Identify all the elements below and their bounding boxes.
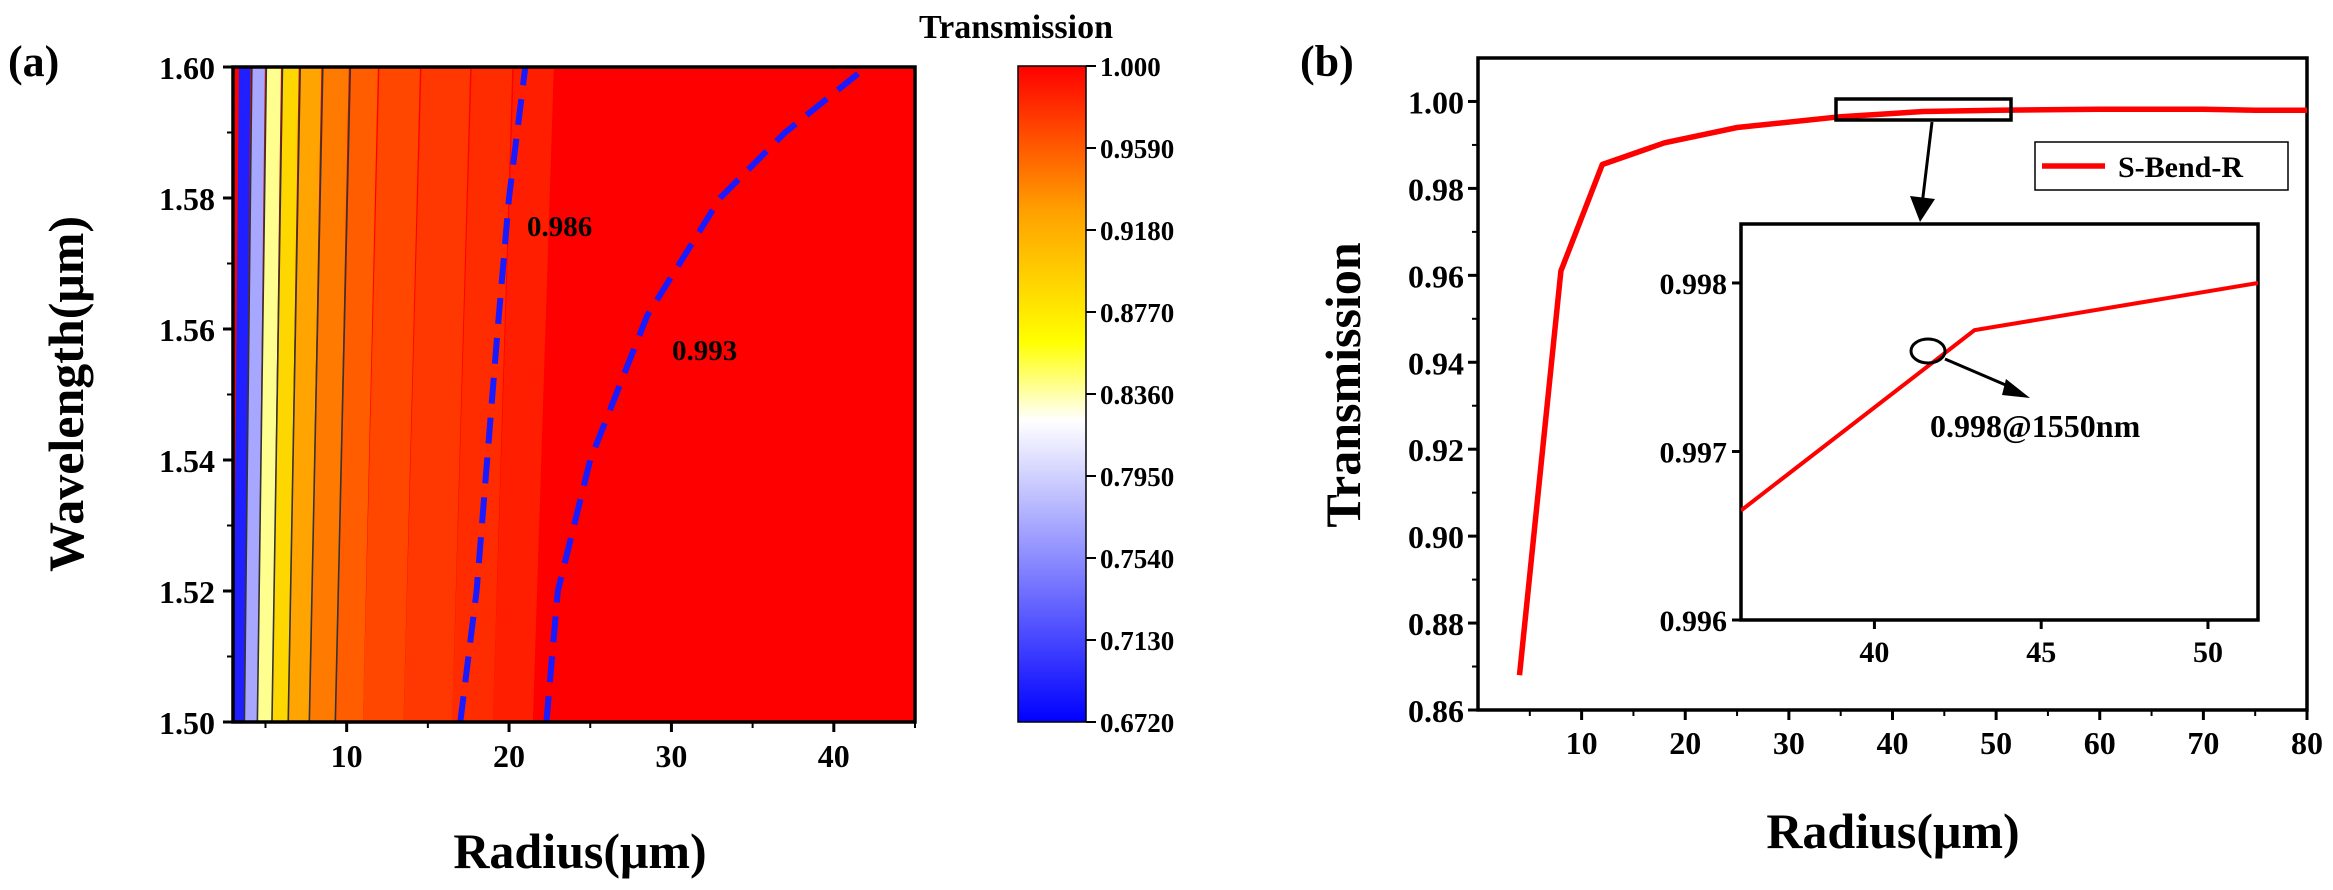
colorbar-tick-label: 0.7130 <box>1100 626 1174 656</box>
y-axis-label-b: Transmission <box>1315 242 1371 527</box>
heatmap-band <box>335 67 378 722</box>
panel-b: (b) 10 20 30 40 50 60 70 80 0.86 0.88 0.90 0.92 0.9… <box>1300 37 2323 859</box>
y-tick-label-a: 1.54 <box>159 443 215 479</box>
contour-label-0993: 0.993 <box>672 335 737 367</box>
colorbar-tick-label: 0.8360 <box>1100 380 1174 410</box>
inset-annotation: 0.998@1550nm <box>1930 408 2141 444</box>
panel-a: (a) 0.986 0.993 10 20 30 40 1.501.521.541.5… <box>8 9 1174 879</box>
x-axis-label-a: Radius(μm) <box>453 823 706 879</box>
series-line-s-bend-r <box>1516 106 2307 676</box>
contour-line-0 <box>457 67 529 722</box>
y-tick-label-a: 1.56 <box>159 312 215 348</box>
colorbar-tick-label: 0.9180 <box>1100 216 1174 246</box>
heatmap-band <box>452 67 513 722</box>
y-tick-label-b: 0.98 <box>1408 171 1464 207</box>
x-tick-label-a: 10 <box>331 738 363 774</box>
x-tick-label-a: 30 <box>655 738 687 774</box>
heatmap-bands <box>233 67 915 722</box>
y-tick-label-b: 0.90 <box>1408 519 1464 555</box>
x-tick-label-a: 40 <box>818 738 850 774</box>
x-tick-label-b: 60 <box>2084 725 2116 761</box>
inset-x-tick-label: 50 <box>2193 636 2223 669</box>
inset-y-axis: 0.996 0.997 0.998 <box>1660 268 1741 638</box>
y-axis-a: 1.50 1.52 1.54 1.56 1.58 1.60 <box>159 50 233 741</box>
heatmap-band <box>271 67 299 722</box>
legend: S-Bend-R <box>2034 141 2289 191</box>
y-tick-label-b: 0.86 <box>1408 693 1464 729</box>
inset-y-tick-label: 0.996 <box>1660 605 1728 638</box>
heatmap-band <box>257 67 281 722</box>
heatmap-isoline <box>287 67 302 722</box>
y-tick-label-a: 1.52 <box>159 574 215 610</box>
x-tick-label-b: 10 <box>1566 725 1598 761</box>
y-tick-label-b: 0.92 <box>1408 432 1464 468</box>
inset-frame <box>1739 222 2260 622</box>
annotation-arrow-line <box>1944 357 2016 391</box>
heatmap-band <box>244 67 265 722</box>
colorbar-tick-label: 1.000 <box>1100 52 1161 82</box>
panel-a-label: (a) <box>8 37 59 86</box>
x-axis-b: 10 20 30 40 50 60 70 80 <box>1528 710 2323 761</box>
y-tick-label-b: 1.00 <box>1408 84 1464 120</box>
heatmap-isoline <box>308 67 324 722</box>
inset-y-tick-label: 0.998 <box>1660 268 1728 301</box>
heatmap-isoline <box>334 67 352 722</box>
colorbar: Transmission 1.000 0.9590 0.9180 0.8770 0.83… <box>919 9 1174 738</box>
contour-lines <box>457 67 869 722</box>
inset-x-axis: 40 45 50 <box>1859 620 2223 669</box>
x-tick-label-a: 20 <box>493 738 525 774</box>
colorbar-title: Transmission <box>919 9 1113 46</box>
contour-line-1 <box>543 67 869 722</box>
colorbar-ticks: 1.000 0.9590 0.9180 0.8770 0.8360 0.7950 0.754… <box>1086 52 1174 738</box>
x-axis-a: 10 20 30 40 <box>264 722 916 774</box>
y-tick-label-b: 0.88 <box>1408 606 1464 642</box>
inset-x-tick-label: 40 <box>1859 636 1889 669</box>
colorbar-tick-label: 0.7950 <box>1100 462 1174 492</box>
x-tick-label-b: 30 <box>1773 725 1805 761</box>
contour-label-0986: 0.986 <box>527 211 592 243</box>
legend-label-s-bend-r: S-Bend-R <box>2118 151 2243 184</box>
y-tick-label-a: 1.50 <box>159 705 215 741</box>
colorbar-gradient <box>1017 65 1087 723</box>
heatmap-band <box>288 67 322 722</box>
inset-series-line <box>1741 281 2258 513</box>
y-tick-label-a: 1.60 <box>159 50 215 86</box>
inset-plot: 40 45 50 0.996 0.997 0.998 0.998@1550nm <box>1660 222 2260 669</box>
colorbar-tick-label: 0.7540 <box>1100 544 1174 574</box>
heatmap-band <box>309 67 349 722</box>
x-axis-label-b: Radius(μm) <box>1766 803 2019 859</box>
y-axis-label-a: Wavelength(μm) <box>38 216 94 572</box>
heatmap-band <box>362 67 420 722</box>
heatmap-isoline <box>271 67 284 722</box>
annotation-arrow-head <box>2002 379 2030 398</box>
y-tick-label-a: 1.58 <box>159 181 215 217</box>
panel-b-label: (b) <box>1300 37 1354 86</box>
x-tick-label-b: 80 <box>2291 725 2323 761</box>
heatmap-isoline <box>256 67 268 722</box>
x-tick-label-b: 70 <box>2187 725 2219 761</box>
colorbar-tick-label: 0.6720 <box>1100 708 1174 738</box>
x-tick-label-b: 20 <box>1669 725 1701 761</box>
zoom-arrow-line <box>1920 121 1934 206</box>
heatmap-isoline <box>243 67 253 722</box>
zoom-arrow-head <box>1910 196 1935 222</box>
x-tick-label-b: 50 <box>1980 725 2012 761</box>
heatmap-band <box>492 67 554 722</box>
y-tick-label-b: 0.94 <box>1408 345 1464 381</box>
inset-y-tick-label: 0.997 <box>1660 436 1728 469</box>
colorbar-tick-label: 0.9590 <box>1100 134 1174 164</box>
heatmap-band <box>403 67 471 722</box>
heatmap-isolines <box>243 67 352 722</box>
colorbar-tick-label: 0.8770 <box>1100 298 1174 328</box>
heatmap-band <box>233 67 251 722</box>
y-tick-label-b: 0.96 <box>1408 258 1464 294</box>
highlight-circle <box>1909 337 1947 365</box>
x-tick-label-b: 40 <box>1877 725 1909 761</box>
y-axis-b: 0.86 0.88 0.90 0.92 0.94 0.96 0.98 1.00 <box>1408 84 1478 729</box>
inset-x-tick-label: 45 <box>2026 636 2056 669</box>
zoom-box <box>1834 97 2013 122</box>
